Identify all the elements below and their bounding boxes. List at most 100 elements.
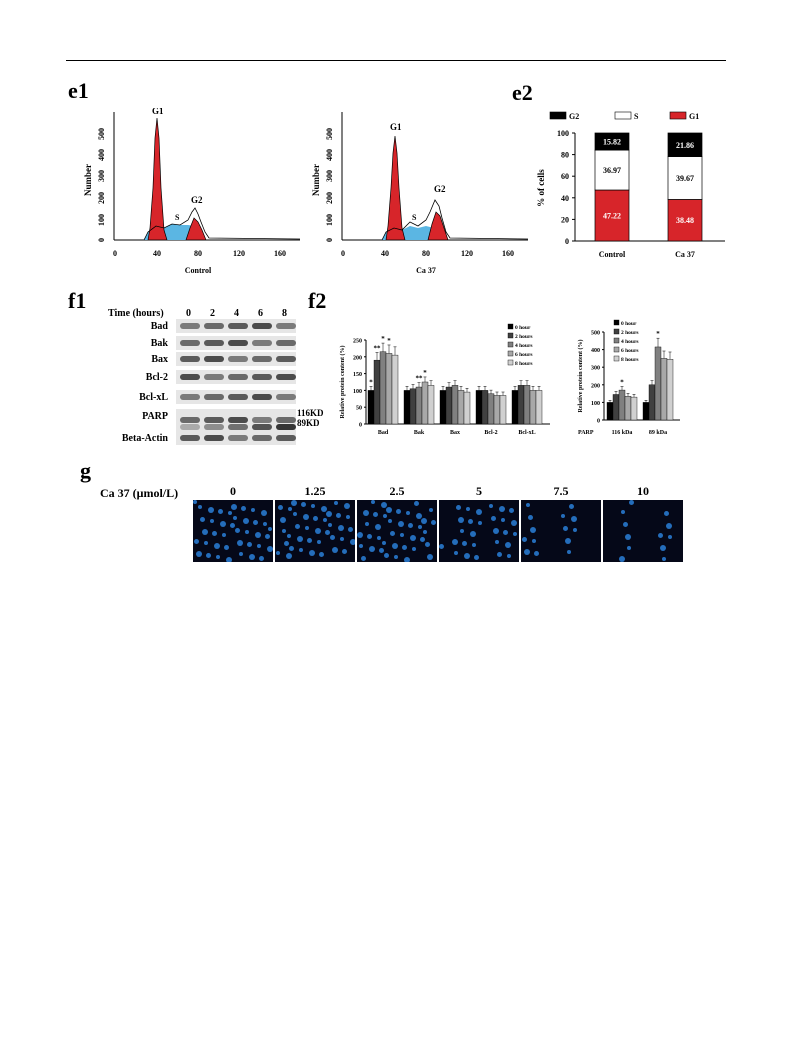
blot-strip [176, 352, 296, 366]
y-tick: 200 [591, 383, 600, 389]
legend-swatch [549, 111, 567, 120]
panel-label-g: g [80, 458, 91, 483]
g1-peak [147, 117, 168, 241]
bar [481, 390, 489, 425]
y-tick: 300 [591, 366, 600, 372]
legend-swatch [614, 111, 632, 120]
x-tick: Bak [414, 430, 425, 436]
x-tick: Bax [450, 430, 460, 436]
bar [660, 358, 668, 421]
legend-label: 4 hours [515, 343, 533, 349]
parp-band-89: 89KD [297, 418, 320, 428]
bar [487, 393, 495, 425]
g1-peak [385, 135, 406, 241]
blot-band [180, 323, 200, 329]
x-tick: 0 [341, 249, 345, 258]
concentration-label: 1.25 [304, 484, 326, 498]
bar [445, 386, 453, 425]
legend-label: S [634, 112, 639, 121]
y-tick: 150 [353, 372, 362, 378]
blot-band [180, 374, 200, 380]
blot-band [276, 435, 296, 441]
blot-band [204, 424, 224, 430]
data-label: 38.48 [676, 216, 694, 225]
blot-row-label: Bcl-2 [145, 372, 168, 383]
y-axis-label: Relative protein content (%) [339, 345, 346, 418]
x-tick: 80 [422, 249, 430, 258]
x-tick: Bcl-xL [518, 430, 535, 436]
bar-segment-g2 [594, 132, 630, 151]
blot-band [204, 356, 224, 362]
blot-band [252, 323, 272, 329]
bar [624, 396, 632, 421]
blot-band [180, 417, 200, 423]
microscopy-image [275, 500, 355, 562]
blot-band [204, 374, 224, 380]
y-tick: 80 [561, 151, 569, 160]
legend-swatch [613, 355, 620, 362]
significance-mark: * [423, 369, 427, 377]
y-tick: 0 [325, 238, 334, 242]
bar [475, 390, 483, 425]
blot-band [252, 417, 272, 423]
x-tick: Bcl-2 [484, 430, 497, 436]
x-axis-label: Control [185, 266, 212, 275]
g2-peak [185, 217, 207, 241]
legend-label: 0 hour [621, 321, 637, 327]
time-point-label: 8 [282, 308, 287, 319]
panel-label-e2: e2 [512, 80, 533, 105]
y-tick: 200 [97, 192, 106, 204]
concentration-label: 2.5 [389, 484, 405, 498]
blot-strip [176, 390, 296, 404]
bar [606, 402, 614, 421]
blot-band [180, 435, 200, 441]
blot-band [276, 340, 296, 346]
significance-mark: ** [416, 375, 424, 383]
blot-band [180, 340, 200, 346]
x-tick: 40 [381, 249, 389, 258]
bar [612, 394, 620, 421]
blot-band [180, 424, 200, 430]
panel-label-f1: f1 [68, 288, 87, 313]
x-tick: Ca 37 [675, 250, 695, 259]
x-ticks: 0 40 80 120 160 [113, 249, 286, 258]
legend-label: 6 hours [621, 348, 639, 354]
y-axis-label: % of cells [536, 169, 546, 207]
y-tick: 500 [325, 128, 334, 140]
legend-label: 2 hours [515, 334, 533, 340]
blot-band [228, 435, 248, 441]
parp-band-116: 116KD [297, 408, 324, 418]
x-tick: 80 [194, 249, 202, 258]
bar [403, 390, 411, 425]
y-tick: 500 [97, 128, 106, 140]
flow-histogram-control: Number 0 100 200 300 400 500 G1 S G2 0 4… [83, 108, 301, 275]
blot-band [276, 374, 296, 380]
blot-band [276, 424, 296, 430]
data-label: 15.82 [603, 138, 621, 147]
significance-mark: * [381, 335, 385, 343]
microscopy-image [193, 500, 273, 562]
concentration-header: Ca 37 (μmol/L) [100, 486, 179, 500]
bar [648, 384, 656, 421]
blot-row-label: Beta-Actin [121, 433, 168, 444]
y-axis-label: Number [311, 164, 321, 196]
blot-row-label: Bad [150, 321, 168, 332]
blot-band [180, 356, 200, 362]
y-tick: 0 [97, 238, 106, 242]
blot-band [204, 323, 224, 329]
flow-histogram-ca37: Number 0 100 200 300 400 500 G1 S G2 0 4… [311, 112, 529, 275]
y-ticks: 0 100 200 300 400 500 [325, 128, 334, 242]
bar [409, 388, 417, 425]
legend-swatch [613, 346, 620, 353]
bar [517, 385, 525, 425]
blot-band [252, 356, 272, 362]
legend-label: 6 hours [515, 352, 533, 358]
data-label: 47.22 [603, 212, 621, 221]
y-tick: 0 [359, 423, 362, 429]
bar [457, 390, 465, 425]
y-tick: 50 [356, 406, 362, 412]
bar [379, 351, 387, 425]
data-label: 39.67 [676, 174, 694, 183]
y-tick: 300 [325, 170, 334, 182]
bar [630, 396, 638, 421]
